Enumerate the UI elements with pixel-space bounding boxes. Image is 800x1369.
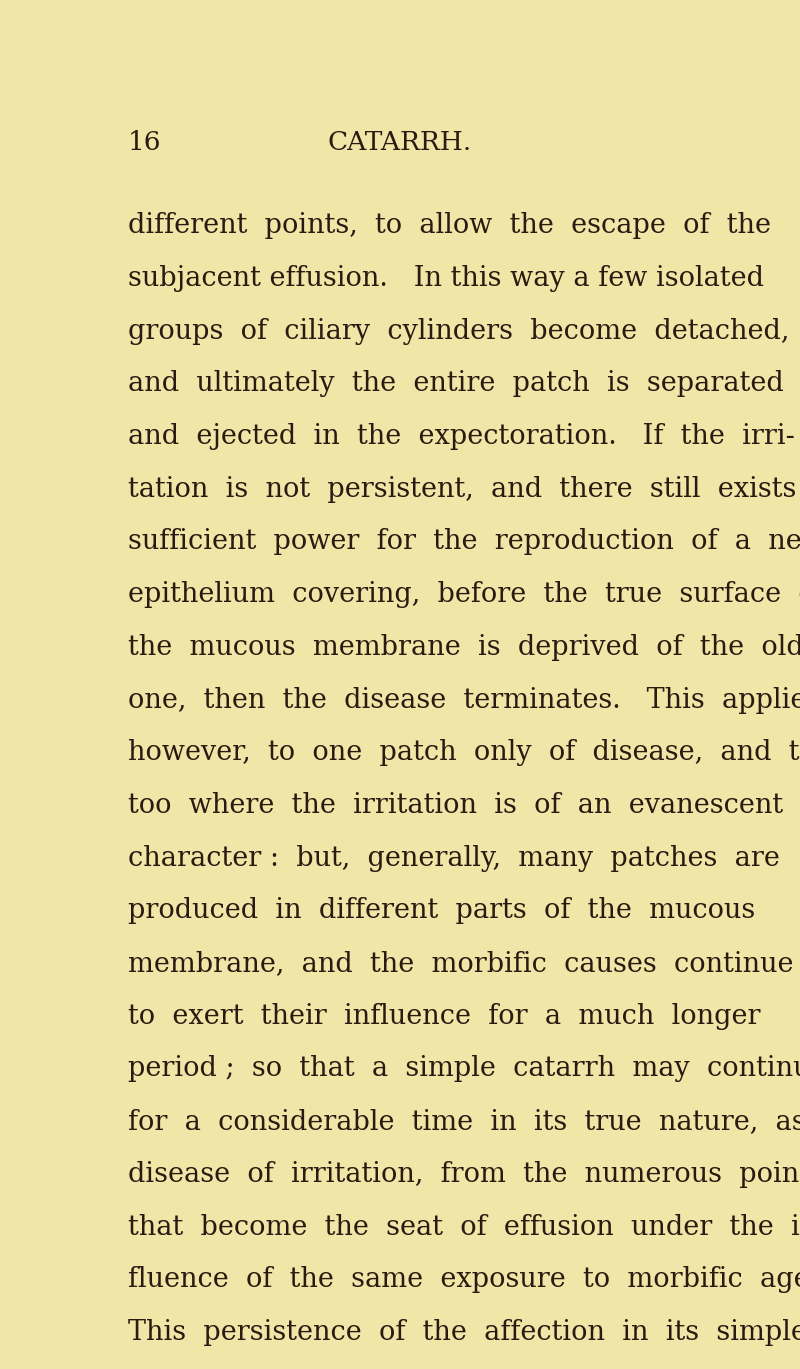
Text: CATARRH.: CATARRH. bbox=[328, 130, 472, 155]
Text: disease  of  irritation,  from  the  numerous  points: disease of irritation, from the numerous… bbox=[128, 1161, 800, 1188]
Text: epithelium  covering,  before  the  true  surface  of: epithelium covering, before the true sur… bbox=[128, 582, 800, 608]
Text: sufficient  power  for  the  reproduction  of  a  new: sufficient power for the reproduction of… bbox=[128, 528, 800, 556]
Text: the  mucous  membrane  is  deprived  of  the  old: the mucous membrane is deprived of the o… bbox=[128, 634, 800, 661]
Text: one,  then  the  disease  terminates.   This  applies,: one, then the disease terminates. This a… bbox=[128, 687, 800, 713]
Text: for  a  considerable  time  in  its  true  nature,  as  a: for a considerable time in its true natu… bbox=[128, 1109, 800, 1135]
Text: subjacent effusion.   In this way a few isolated: subjacent effusion. In this way a few is… bbox=[128, 264, 764, 292]
Text: different  points,  to  allow  the  escape  of  the: different points, to allow the escape of… bbox=[128, 212, 771, 240]
Text: fluence  of  the  same  exposure  to  morbific  agents.: fluence of the same exposure to morbific… bbox=[128, 1266, 800, 1294]
Text: groups  of  ciliary  cylinders  become  detached,: groups of ciliary cylinders become detac… bbox=[128, 318, 790, 345]
Text: period ;  so  that  a  simple  catarrh  may  continue: period ; so that a simple catarrh may co… bbox=[128, 1055, 800, 1083]
Text: to  exert  their  influence  for  a  much  longer: to exert their influence for a much long… bbox=[128, 1002, 761, 1029]
Text: 16: 16 bbox=[128, 130, 162, 155]
Text: tation  is  not  persistent,  and  there  still  exists: tation is not persistent, and there stil… bbox=[128, 476, 796, 502]
Text: This  persistence  of  the  affection  in  its  simplest: This persistence of the affection in its… bbox=[128, 1320, 800, 1346]
Text: that  become  the  seat  of  effusion  under  the  in-: that become the seat of effusion under t… bbox=[128, 1214, 800, 1240]
Text: and  ejected  in  the  expectoration.   If  the  irri-: and ejected in the expectoration. If the… bbox=[128, 423, 795, 450]
Text: produced  in  different  parts  of  the  mucous: produced in different parts of the mucou… bbox=[128, 898, 755, 924]
Text: membrane,  and  the  morbific  causes  continue: membrane, and the morbific causes contin… bbox=[128, 950, 794, 977]
Text: too  where  the  irritation  is  of  an  evanescent: too where the irritation is of an evanes… bbox=[128, 791, 783, 819]
Text: character :  but,  generally,  many  patches  are: character : but, generally, many patches… bbox=[128, 845, 780, 872]
Text: and  ultimately  the  entire  patch  is  separated: and ultimately the entire patch is separ… bbox=[128, 370, 784, 397]
Text: however,  to  one  patch  only  of  disease,  and  that: however, to one patch only of disease, a… bbox=[128, 739, 800, 767]
